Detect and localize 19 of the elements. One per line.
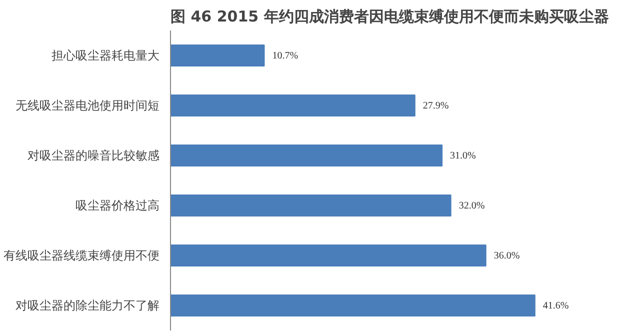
bar xyxy=(170,244,486,266)
data-label: 32.0% xyxy=(458,200,485,212)
bar xyxy=(170,294,536,316)
y-tick-label: 有线吸尘器线缆束缚使用不便 xyxy=(4,248,160,262)
data-label: 27.9% xyxy=(422,100,449,112)
data-label: 41.6% xyxy=(542,300,569,312)
y-tick-label: 对吸尘器的噪音比较敏感 xyxy=(28,148,160,162)
data-label: 10.7% xyxy=(272,50,298,62)
y-tick-label: 对吸尘器的除尘能力不了解 xyxy=(16,298,160,312)
bar xyxy=(170,94,416,116)
y-tick-label: 担心吸尘器耗电量大 xyxy=(52,48,160,62)
y-tick-label: 无线吸尘器电池使用时间短 xyxy=(16,98,160,112)
bar xyxy=(170,144,443,166)
chart-title: 图 46 2015 年约四成消费者因电缆束缚使用不便而未购买吸尘器 xyxy=(170,8,609,26)
bar xyxy=(170,194,452,216)
bar xyxy=(170,44,265,66)
data-label: 36.0% xyxy=(494,250,520,262)
y-tick-label: 吸尘器价格过高 xyxy=(76,198,160,212)
data-label: 31.0% xyxy=(450,150,476,162)
